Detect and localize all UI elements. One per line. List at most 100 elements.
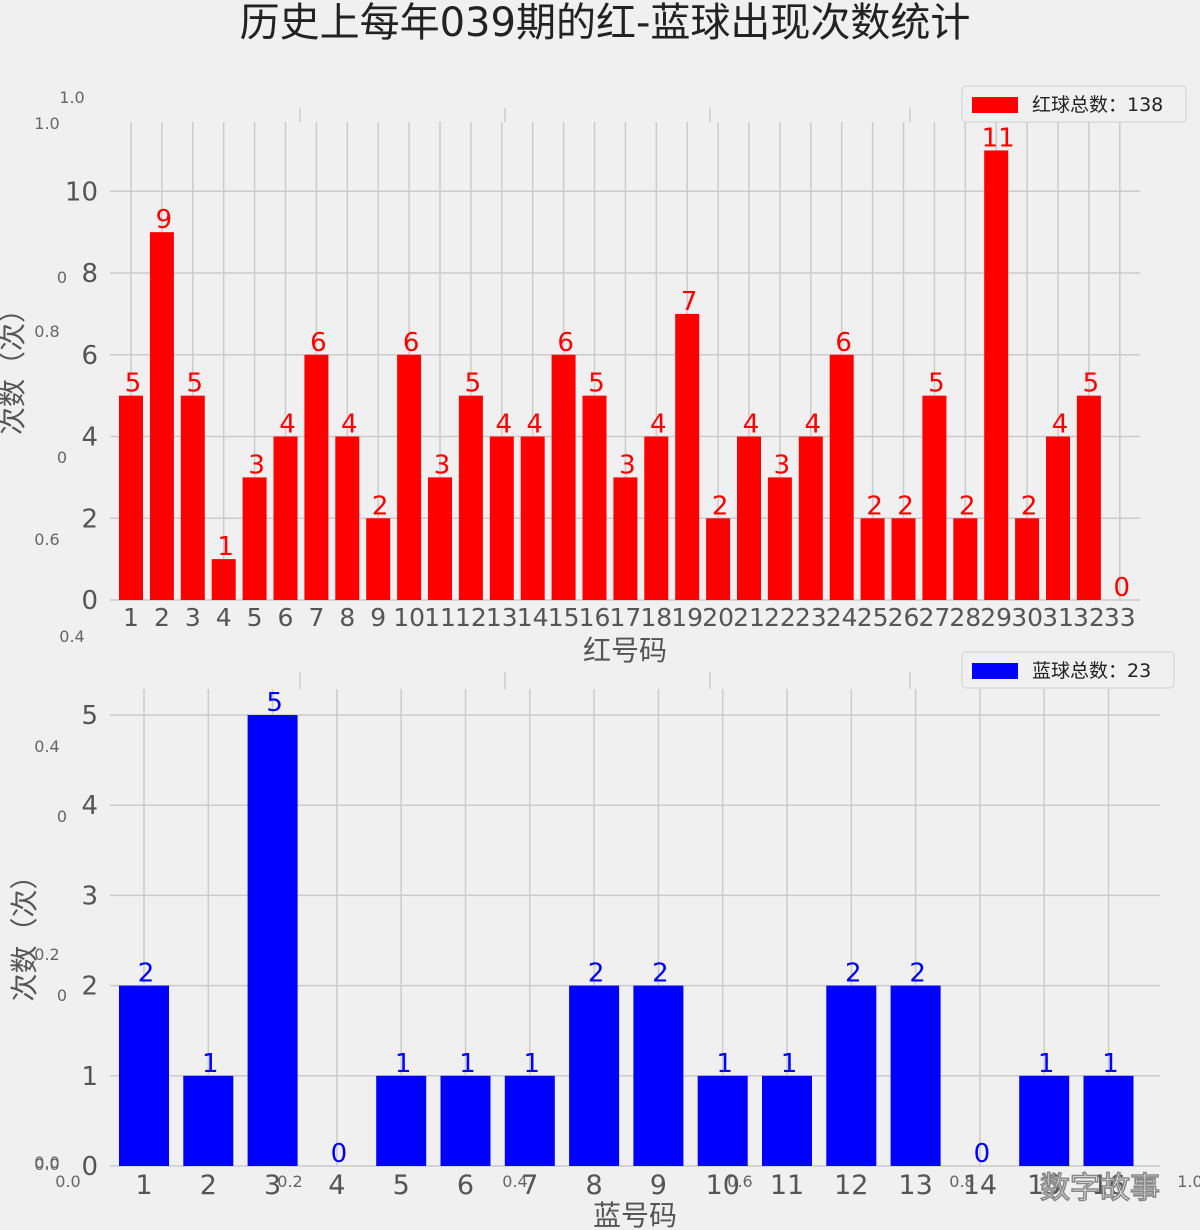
blue-y-tick-label: 1: [81, 1062, 98, 1092]
blue-legend-label: 蓝球总数：23: [1032, 660, 1151, 682]
red-bar-value-label: 4: [526, 410, 543, 440]
red-x-tick-label: 14: [517, 603, 549, 632]
ghost-left-tick: 0.0: [34, 1155, 59, 1174]
ghost-bottom-tick: 1.0: [1177, 1172, 1200, 1191]
blue-x-tick-label: 13: [898, 1170, 932, 1201]
ghost-left-tick: 0.6: [34, 530, 59, 549]
blue-x-tick-label: 6: [457, 1170, 474, 1201]
blue-x-tick-label: 16: [1091, 1170, 1125, 1201]
blue-ball-panel: 0123452112530415161728291101112122130141…: [8, 651, 1175, 1230]
red-y-tick-label: 2: [81, 504, 98, 534]
blue-bar: [826, 985, 877, 1166]
red-bar-value-label: 2: [712, 491, 729, 521]
ghost-left-tick: 1.0: [59, 88, 84, 107]
red-bar-value-label: 2: [372, 491, 389, 521]
red-bar-value-label: 6: [835, 328, 852, 358]
red-x-tick-label: 32: [1073, 603, 1105, 632]
red-x-tick-label: 27: [918, 603, 950, 632]
ghost-left-tick: 0: [57, 986, 67, 1005]
red-bar: [489, 436, 514, 600]
red-x-tick-label: 8: [339, 603, 355, 632]
red-x-tick-label: 13: [486, 603, 518, 632]
blue-x-tick-label: 14: [963, 1170, 997, 1201]
blue-legend-swatch: [972, 663, 1018, 679]
red-legend: 红球总数：138: [961, 85, 1187, 123]
blue-bar-value-label: 2: [845, 959, 862, 989]
red-y-axis-label: 次数（次）: [0, 295, 29, 435]
ghost-bottom-tick: 0.6: [727, 1172, 752, 1191]
blue-x-tick-label: 12: [834, 1170, 868, 1201]
ghost-left-tick: 0.4: [34, 737, 59, 756]
red-bar-value-label: 3: [774, 450, 791, 480]
ghost-left-tick: 0: [57, 268, 67, 287]
red-bar: [829, 354, 854, 600]
red-bar-value-label: 4: [805, 410, 822, 440]
red-bar: [613, 477, 638, 600]
ghost-left-tick: 0: [57, 807, 67, 826]
blue-bar: [440, 1075, 491, 1166]
blue-bar-value-label: 1: [524, 1049, 541, 1079]
blue-x-tick-label: 7: [521, 1170, 538, 1201]
red-x-tick-label: 26: [888, 603, 920, 632]
red-x-tick-label: 20: [702, 603, 734, 632]
blue-x-tick-label: 8: [586, 1170, 603, 1201]
blue-x-tick-label: 4: [328, 1170, 345, 1201]
red-x-tick-label: 24: [826, 603, 858, 632]
blue-y-axis-label: 次数（次）: [8, 861, 41, 1001]
blue-bar: [247, 715, 298, 1166]
blue-bar-value-label: 1: [202, 1049, 219, 1079]
blue-bar: [1083, 1075, 1134, 1166]
blue-x-tick-label: 1: [135, 1170, 152, 1201]
red-bar: [149, 232, 174, 600]
blue-bar: [1019, 1075, 1070, 1166]
red-bar: [737, 436, 761, 600]
red-bar-value-label: 5: [465, 369, 482, 399]
ghost-left-tick: 0.0: [34, 1153, 59, 1172]
red-x-tick-label: 12: [455, 603, 487, 632]
red-bar: [397, 354, 422, 600]
red-x-tick-label: 11: [424, 603, 456, 632]
red-y-tick-label: 6: [81, 341, 98, 371]
red-bar-value-label: 2: [897, 491, 914, 521]
red-bar: [767, 477, 792, 600]
red-bar: [706, 518, 731, 600]
red-x-tick-label: 31: [1042, 603, 1074, 632]
blue-bar-value-label: 2: [588, 959, 605, 989]
red-bar: [984, 150, 1009, 600]
red-bar: [180, 395, 205, 600]
red-x-tick-label: 9: [370, 603, 386, 632]
red-x-tick-label: 17: [609, 603, 641, 632]
watermark: 数字故事: [1040, 1171, 1160, 1206]
red-x-tick-label: 1: [123, 603, 139, 632]
blue-x-tick-label: 2: [200, 1170, 217, 1201]
red-bar: [273, 436, 298, 600]
red-bar-value-label: 2: [959, 491, 976, 521]
ghost-bottom-tick: 0.2: [277, 1172, 302, 1191]
blue-x-tick-label: 3: [264, 1170, 281, 1201]
red-bar: [1076, 395, 1101, 600]
ghost-left-tick: 1.0: [34, 114, 59, 133]
blue-bar: [119, 985, 169, 1166]
red-bar-value-label: 0: [1114, 573, 1131, 603]
red-bar-value-label: 6: [310, 328, 327, 358]
red-bar-value-label: 3: [248, 450, 265, 480]
red-bar-value-label: 5: [1083, 369, 1100, 399]
blue-bar: [569, 985, 620, 1166]
red-x-tick-label: 23: [795, 603, 827, 632]
blue-y-tick-label: 2: [81, 972, 98, 1002]
ghost-left-tick: 0.4: [59, 627, 84, 646]
blue-bar-value-label: 1: [716, 1049, 733, 1079]
blue-bar-value-label: 1: [459, 1049, 476, 1079]
blue-bar: [633, 985, 684, 1166]
blue-bar-value-label: 1: [1038, 1049, 1055, 1079]
blue-y-tick-label: 5: [81, 701, 98, 731]
red-x-tick-label: 18: [640, 603, 672, 632]
red-x-tick-label: 5: [247, 603, 263, 632]
red-bar-value-label: 6: [403, 328, 420, 358]
red-x-tick-label: 19: [671, 603, 703, 632]
red-bar: [582, 395, 607, 600]
red-bar-value-label: 9: [156, 205, 173, 235]
red-bar-value-label: 4: [341, 410, 358, 440]
red-x-tick-label: 7: [308, 603, 324, 632]
ghost-bottom-tick: 0.0: [55, 1172, 80, 1191]
